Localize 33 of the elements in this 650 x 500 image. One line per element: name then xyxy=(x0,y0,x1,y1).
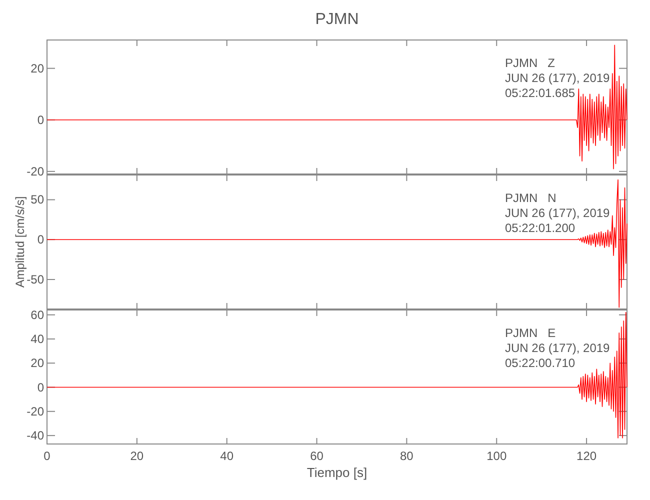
x-tick-label: 40 xyxy=(220,449,234,463)
y-axis-title: Amplitud [cm/s/s] xyxy=(13,196,27,288)
annotation: JUN 26 (177), 2019 xyxy=(505,341,610,355)
x-tick-label: 20 xyxy=(130,449,144,463)
y-tick-label: 0 xyxy=(37,232,44,247)
y-tick-label: 20 xyxy=(30,61,44,76)
line-series xyxy=(46,44,628,170)
x-tick-label: 60 xyxy=(310,449,324,463)
y-tick-label: -20 xyxy=(26,404,44,418)
y-tick-label: -40 xyxy=(26,428,44,443)
annotation: PJMN N xyxy=(505,191,556,205)
x-tick-label: 80 xyxy=(400,449,414,463)
y-tick-label: 0 xyxy=(37,380,44,394)
y-tick-label: 20 xyxy=(30,356,44,370)
annotation: JUN 26 (177), 2019 xyxy=(505,71,610,85)
y-tick-label: -20 xyxy=(26,164,44,178)
annotation: PJMN E xyxy=(505,326,556,340)
y-tick-label: 50 xyxy=(30,192,44,207)
x-tick-label: 100 xyxy=(486,449,507,463)
chart-title: PJMN xyxy=(315,11,359,28)
line-series xyxy=(46,312,628,438)
annotation: JUN 26 (177), 2019 xyxy=(505,206,610,220)
x-tick-label: 120 xyxy=(576,449,597,463)
annotation: PJMN Z xyxy=(505,56,555,70)
y-tick-label: -50 xyxy=(26,272,44,286)
annotation: 05:22:01.685 xyxy=(505,86,576,100)
y-tick-label: 60 xyxy=(30,308,44,322)
annotation: 05:22:01.200 xyxy=(505,221,576,235)
line-series xyxy=(46,179,628,308)
x-axis-title: Tiempo [s] xyxy=(306,465,368,480)
annotation: 05:22:00.710 xyxy=(505,356,576,370)
y-tick-label: 0 xyxy=(37,112,44,127)
y-tick-label: 40 xyxy=(30,332,44,346)
